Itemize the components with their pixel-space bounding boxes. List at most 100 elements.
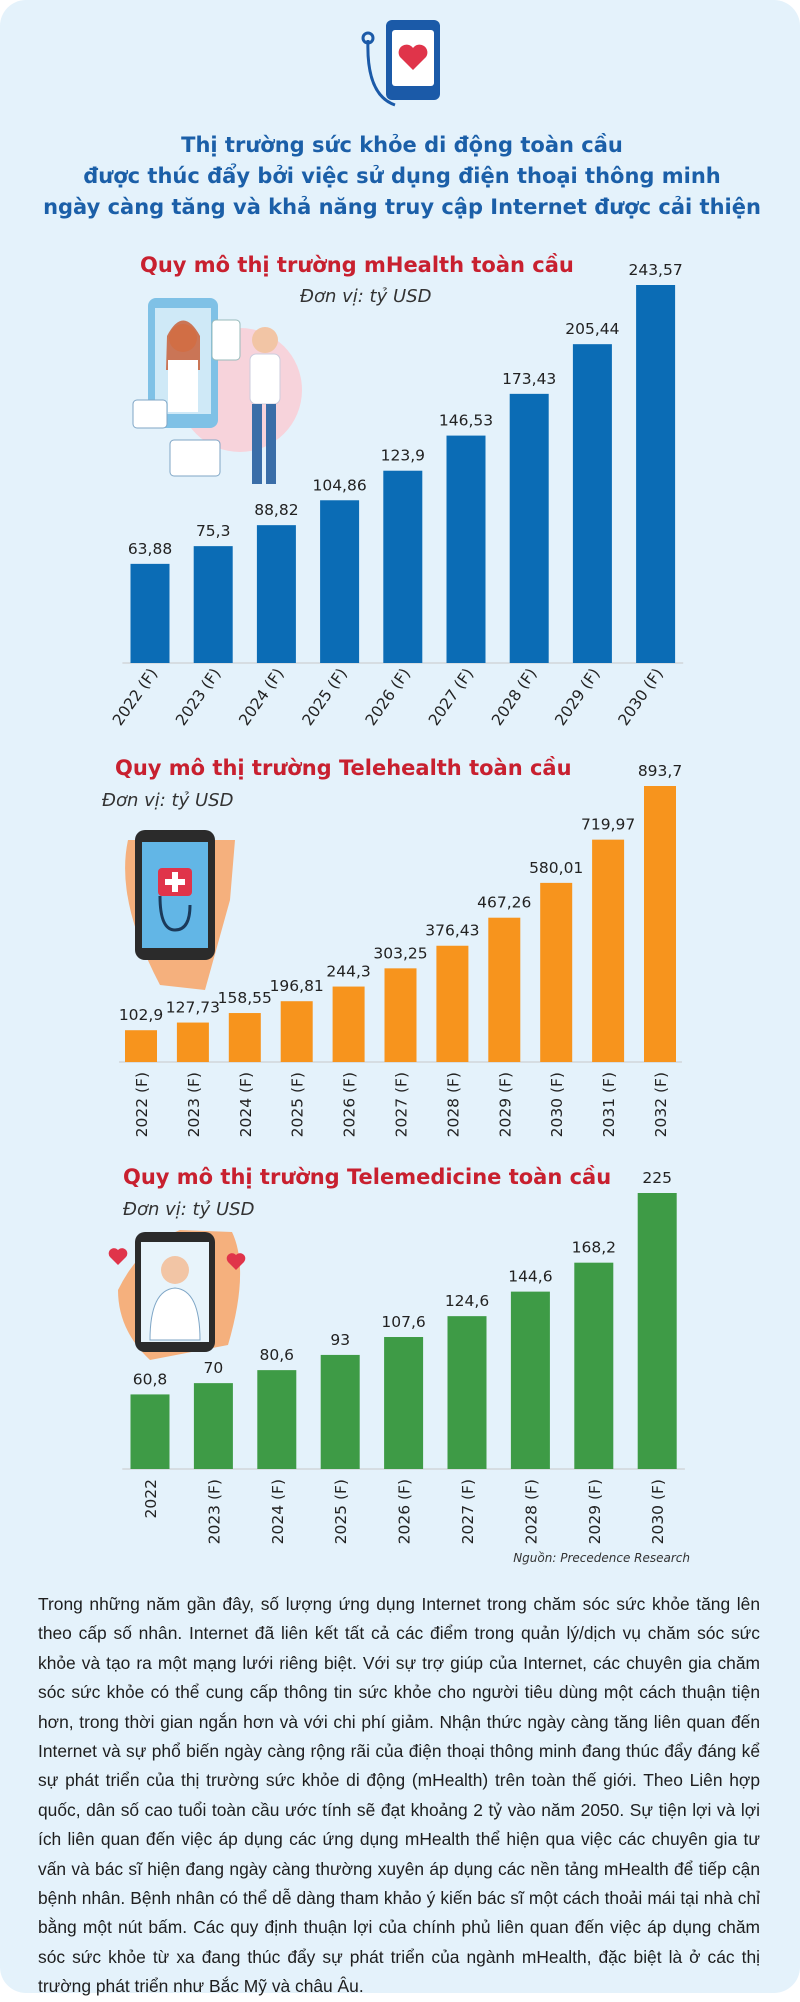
bar: [644, 786, 676, 1062]
value-label: 75,3: [196, 522, 231, 540]
value-label: 107,6: [381, 1313, 425, 1331]
bar: [256, 525, 296, 663]
bar: [257, 1370, 297, 1469]
value-label: 243,57: [628, 261, 682, 279]
x-tick-label: 2023 (F): [172, 665, 224, 729]
bar: [436, 945, 469, 1062]
value-label: 244,3: [326, 963, 370, 981]
x-tick-label: 2023 (F): [205, 1479, 223, 1544]
value-label: 88,82: [254, 501, 298, 519]
header-title: Thị trường sức khỏe di động toàn cầu: [181, 133, 623, 157]
bar: [592, 839, 625, 1062]
value-label: 123,9: [381, 447, 425, 465]
bar: [384, 1337, 424, 1469]
x-tick-label: 2030 (F): [615, 665, 667, 729]
value-label: 225: [642, 1169, 672, 1187]
x-tick-label: 2031 (F): [600, 1072, 618, 1137]
chart-unit: Đơn vị: tỷ USD: [123, 1199, 254, 1220]
x-tick-label: 2029 (F): [496, 1072, 514, 1137]
bar: [125, 1030, 157, 1062]
header-icon: [361, 20, 440, 107]
value-label: 168,2: [572, 1239, 616, 1257]
x-tick-label: 2024 (F): [269, 1479, 287, 1544]
value-label: 60,8: [133, 1370, 168, 1388]
x-tick-label: 2025 (F): [299, 665, 351, 729]
x-tick-label: 2022 (F): [133, 1072, 151, 1137]
value-label: 467,26: [477, 894, 531, 912]
x-tick-label: 2028 (F): [488, 665, 540, 729]
x-tick-label: 2028 (F): [444, 1072, 462, 1137]
value-label: 158,55: [218, 989, 272, 1007]
chart-unit: Đơn vị: tỷ USD: [102, 790, 233, 811]
header-title: ngày càng tăng và khả năng truy cập Inte…: [43, 195, 761, 219]
bar: [280, 1001, 313, 1062]
bar: [637, 1193, 677, 1469]
bar: [383, 470, 423, 663]
value-label: 70: [204, 1359, 224, 1377]
x-tick-label: 2026 (F): [362, 665, 414, 729]
x-tick-label: 2029 (F): [586, 1479, 604, 1544]
bar: [510, 1291, 550, 1469]
value-label: 102,9: [119, 1006, 163, 1024]
header-title: được thúc đẩy bởi việc sử dụng điện thoạ…: [83, 163, 721, 188]
x-tick-label: 2023 (F): [185, 1072, 203, 1137]
bar: [193, 546, 233, 663]
bar: [176, 1022, 209, 1062]
x-tick-label: 2022: [142, 1479, 160, 1518]
value-label: 893,7: [638, 762, 682, 780]
source: Nguồn: Precedence Research: [513, 1551, 690, 1565]
value-label: 80,6: [260, 1346, 295, 1364]
x-tick-label: 2028 (F): [522, 1479, 540, 1544]
x-tick-label: 2032 (F): [652, 1072, 670, 1137]
illustration-doctor-patient: [132, 298, 302, 484]
value-label: 196,81: [270, 977, 324, 995]
bar: [320, 500, 360, 663]
x-tick-label: 2026 (F): [396, 1479, 414, 1544]
value-label: 580,01: [529, 859, 583, 877]
value-label: 93: [330, 1331, 350, 1349]
chart-title: Quy mô thị trường Telehealth toàn cầu: [115, 756, 572, 780]
bar: [384, 968, 417, 1062]
value-label: 127,73: [166, 999, 220, 1017]
value-label: 124,6: [445, 1292, 489, 1310]
x-tick-label: 2025 (F): [289, 1072, 307, 1137]
value-label: 205,44: [565, 320, 619, 338]
x-tick-label: 2030 (F): [548, 1072, 566, 1137]
bar: [572, 344, 612, 663]
x-tick-label: 2030 (F): [649, 1479, 667, 1544]
x-tick-label: 2024 (F): [237, 1072, 255, 1137]
x-tick-label: 2027 (F): [393, 1072, 411, 1137]
bar: [509, 393, 549, 663]
value-label: 63,88: [128, 540, 172, 558]
value-label: 104,86: [312, 476, 366, 494]
chart-title: Quy mô thị trường mHealth toàn cầu: [140, 253, 574, 277]
bar: [540, 882, 573, 1062]
chart-unit: Đơn vị: tỷ USD: [300, 286, 431, 307]
bar: [193, 1383, 233, 1469]
value-label: 146,53: [439, 412, 493, 430]
body-paragraph: Trong những năm gần đây, số lượng ứng dụ…: [38, 1594, 760, 1997]
illustration-phone: [125, 830, 235, 990]
bar: [574, 1262, 614, 1469]
bar: [320, 1354, 360, 1469]
value-label: 719,97: [581, 816, 635, 834]
chart-title: Quy mô thị trường Telemedicine toàn cầu: [123, 1165, 611, 1189]
x-tick-label: 2024 (F): [235, 665, 287, 729]
bar: [228, 1013, 261, 1062]
value-label: 376,43: [425, 922, 479, 940]
x-tick-label: 2029 (F): [551, 665, 603, 729]
bar: [488, 917, 521, 1062]
x-tick-label: 2027 (F): [425, 665, 477, 729]
value-label: 303,25: [373, 944, 427, 962]
bar: [447, 1316, 487, 1469]
illustration-telemedicine: [108, 1230, 246, 1360]
x-tick-label: 2027 (F): [459, 1479, 477, 1544]
bar: [446, 435, 486, 663]
bar: [130, 1394, 170, 1469]
bar: [332, 986, 365, 1062]
x-tick-label: 2026 (F): [341, 1072, 359, 1137]
bar: [130, 563, 170, 663]
x-tick-label: 2025 (F): [332, 1479, 350, 1544]
